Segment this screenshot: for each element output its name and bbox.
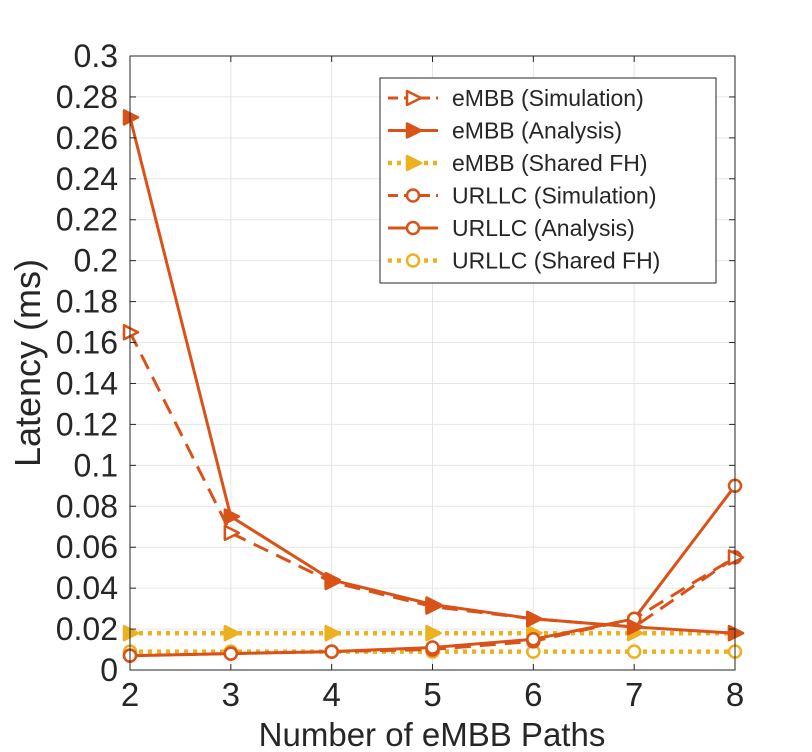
x-axis-label: Number of eMBB Paths bbox=[259, 716, 606, 752]
data-point bbox=[223, 646, 239, 661]
data-point bbox=[324, 571, 341, 589]
data-point bbox=[405, 122, 423, 139]
x-tick-label: 5 bbox=[423, 676, 441, 713]
data-point bbox=[526, 632, 541, 647]
data-point bbox=[405, 89, 423, 107]
data-point bbox=[223, 624, 241, 642]
y-tick-label: 0.16 bbox=[56, 325, 118, 361]
legend-item: URLLC (Simulation) bbox=[388, 183, 657, 209]
y-tick-label: 0.08 bbox=[56, 488, 118, 524]
data-point bbox=[405, 253, 421, 268]
y-tick-label: 0.26 bbox=[56, 120, 118, 156]
data-point bbox=[727, 624, 745, 642]
legend-label: eMBB (Analysis) bbox=[452, 118, 622, 144]
axes bbox=[129, 55, 736, 671]
data-point bbox=[324, 644, 339, 659]
y-axis-label: Latency (ms) bbox=[7, 259, 48, 467]
legend-item: eMBB (Simulation) bbox=[388, 85, 644, 111]
data-point bbox=[405, 188, 421, 203]
legend-label: URLLC (Shared FH) bbox=[452, 248, 660, 274]
x-tick-label: 3 bbox=[222, 676, 240, 713]
data-point bbox=[324, 624, 341, 642]
x-tick-label: 2 bbox=[121, 676, 139, 713]
y-tick-label: 0.12 bbox=[56, 406, 118, 442]
y-tick-label: 0.22 bbox=[56, 202, 118, 238]
data-point bbox=[425, 640, 440, 655]
y-tick-label: 0.28 bbox=[56, 79, 118, 115]
legend-label: eMBB (Simulation) bbox=[452, 85, 644, 111]
y-tick-label: 0 bbox=[100, 652, 118, 688]
series-urllc-analysis bbox=[122, 478, 743, 663]
legend-item: URLLC (Analysis) bbox=[388, 215, 635, 241]
data-point bbox=[526, 610, 543, 628]
legend: eMBB (Simulation) eMBB (Analysis) eMBB (Sh… bbox=[379, 77, 717, 284]
y-tick-label: 0.18 bbox=[56, 284, 118, 320]
legend-item: URLLC (Shared FH) bbox=[388, 248, 660, 274]
data-point bbox=[425, 596, 442, 613]
tick-labels: 2 3 4 5 6 7 8 0 0.02 0.04 0.06 0.08 0.1 0.12 0.14 0.16 0… bbox=[56, 38, 744, 713]
x-tick-label: 4 bbox=[322, 676, 340, 713]
data-point bbox=[626, 618, 644, 636]
legend-label: URLLC (Simulation) bbox=[452, 183, 657, 209]
data-point bbox=[223, 524, 241, 542]
x-tick-label: 7 bbox=[625, 676, 643, 713]
y-tick-label: 0.02 bbox=[56, 611, 118, 647]
data-point bbox=[727, 549, 745, 566]
data-point bbox=[425, 624, 442, 642]
y-tick-label: 0.06 bbox=[56, 529, 118, 565]
data-point bbox=[122, 109, 140, 126]
y-tick-label: 0.24 bbox=[56, 161, 118, 197]
data-point bbox=[122, 324, 140, 341]
data-point bbox=[223, 508, 241, 525]
legend-label: eMBB (Shared FH) bbox=[452, 150, 648, 176]
data-point bbox=[122, 624, 140, 642]
legend-label: URLLC (Analysis) bbox=[452, 215, 635, 241]
legend-item: eMBB (Analysis) bbox=[388, 118, 622, 144]
data-point bbox=[626, 644, 642, 659]
y-tick-label: 0.14 bbox=[56, 365, 118, 401]
x-tick-label: 6 bbox=[524, 676, 542, 713]
y-tick-label: 0.2 bbox=[74, 243, 118, 279]
y-tick-label: 0.04 bbox=[56, 570, 118, 606]
data-point bbox=[405, 220, 421, 236]
y-tick-label: 0.3 bbox=[74, 38, 118, 74]
legend-item: eMBB (Shared FH) bbox=[388, 150, 648, 176]
series-layer bbox=[122, 109, 745, 663]
data-point bbox=[405, 154, 423, 172]
legend-box bbox=[379, 77, 717, 284]
x-tick-label: 8 bbox=[726, 676, 744, 713]
y-tick-label: 0.1 bbox=[74, 447, 118, 483]
series-embb-analysis bbox=[122, 109, 745, 642]
